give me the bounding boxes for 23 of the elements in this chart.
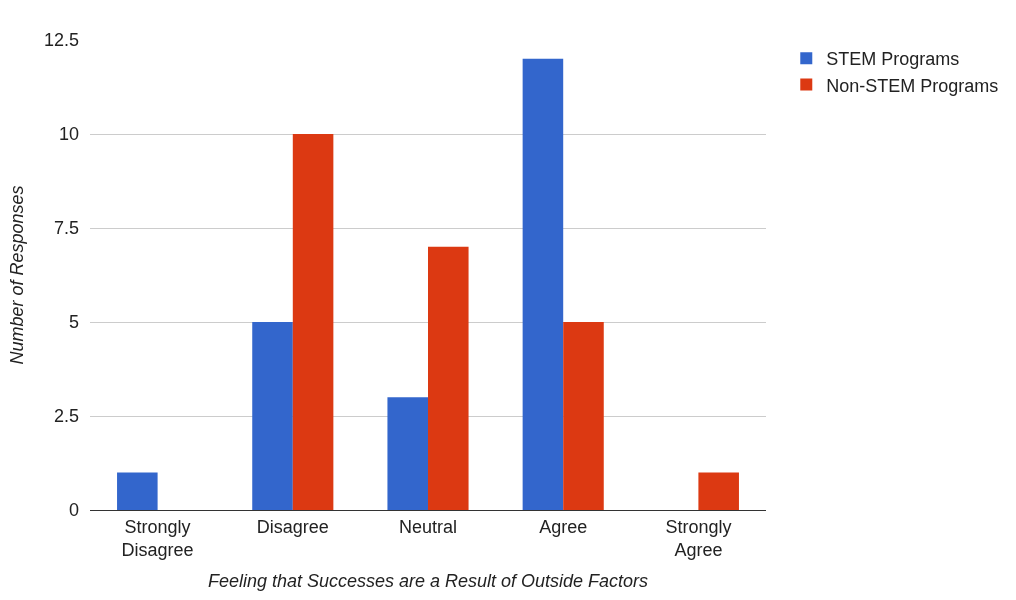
bar <box>117 472 158 510</box>
x-tick-label: Strongly Agree <box>665 516 732 560</box>
bar <box>428 246 469 510</box>
y-tick-label: 7.5 <box>53 218 79 239</box>
bar <box>252 322 293 510</box>
y-tick-label: 5 <box>68 312 79 333</box>
y-tick-label: 0 <box>68 500 79 521</box>
bar <box>292 134 334 510</box>
x-axis-title: Feeling that Successes are a Result of Outside Factors <box>207 571 649 592</box>
bar <box>698 472 739 510</box>
x-tick-label: Neutral <box>398 516 458 537</box>
y-tick-label: 10 <box>58 124 79 145</box>
y-tick-label: 2.5 <box>53 406 79 427</box>
y-tick-label: 12.5 <box>43 30 79 51</box>
x-tick-label: Disagree <box>256 516 329 537</box>
x-tick-label: Strongly Disagree <box>121 516 194 560</box>
bar <box>563 322 604 510</box>
bar <box>522 58 564 510</box>
legend-label: Non-STEM Programs <box>826 75 999 96</box>
legend-label: STEM Programs <box>826 49 960 70</box>
y-axis-title: Number of Responses <box>7 185 28 365</box>
bar <box>387 397 428 510</box>
x-tick-label: Agree <box>539 516 588 537</box>
